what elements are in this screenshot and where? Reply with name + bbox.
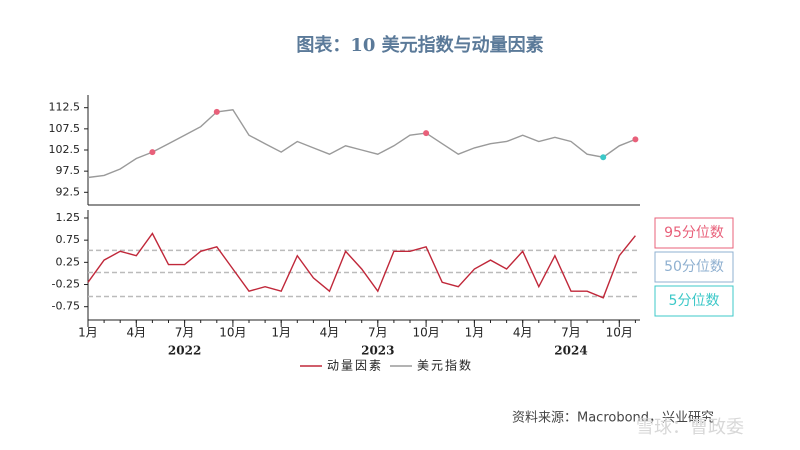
x-tick-label: 4月 bbox=[126, 326, 146, 340]
y-tick-label: 112.5 bbox=[49, 101, 81, 114]
series-line bbox=[87, 109, 636, 179]
x-tick-label: 4月 bbox=[320, 326, 340, 340]
highlight-point bbox=[423, 130, 430, 137]
x-tick-label: 1月 bbox=[465, 326, 485, 340]
reference-label: 95分位数 bbox=[664, 225, 724, 241]
reference-label-box bbox=[654, 285, 734, 317]
x-tick-label: 7月 bbox=[175, 326, 195, 340]
x-tick-label: 10月 bbox=[606, 326, 633, 340]
reference-label-box bbox=[654, 251, 734, 283]
legend-label: 美元指数 bbox=[417, 358, 473, 373]
x-tick-label: 7月 bbox=[561, 326, 581, 340]
highlight-point bbox=[213, 108, 220, 115]
y-tick-label: 102.5 bbox=[49, 143, 81, 156]
highlight-point bbox=[632, 136, 639, 143]
y-tick-label: 0.25 bbox=[56, 255, 81, 268]
y-tick-label: -0.25 bbox=[52, 278, 80, 291]
highlight-point bbox=[149, 149, 156, 156]
x-tick-label: 4月 bbox=[513, 326, 533, 340]
x-tick-label: 10月 bbox=[219, 326, 246, 340]
y-tick-label: 97.5 bbox=[56, 164, 81, 177]
chart-title: 图表：10 美元指数与动量因素 bbox=[296, 34, 543, 56]
watermark: 雪球：曹政委 bbox=[636, 417, 744, 438]
y-tick-label: 92.5 bbox=[56, 185, 81, 198]
series-line bbox=[87, 232, 636, 299]
year-label: 2024 bbox=[554, 344, 587, 358]
reference-label: 5分位数 bbox=[669, 293, 720, 309]
x-tick-label: 1月 bbox=[271, 326, 291, 340]
reference-label: 50分位数 bbox=[664, 259, 724, 275]
reference-label-box bbox=[654, 217, 734, 249]
y-tick-label: 107.5 bbox=[49, 122, 81, 135]
year-label: 2023 bbox=[361, 344, 394, 358]
highlight-point bbox=[600, 154, 607, 161]
source: 资料来源：Macrobond，兴业研究 bbox=[512, 411, 714, 426]
year-label: 2022 bbox=[168, 344, 201, 358]
y-tick-label: -0.75 bbox=[52, 300, 80, 313]
y-tick-label: 0.75 bbox=[56, 233, 81, 246]
x-tick-label: 1月 bbox=[78, 326, 98, 340]
y-tick-label: 1.25 bbox=[56, 211, 81, 224]
x-tick-label: 10月 bbox=[412, 326, 439, 340]
legend-label: 动量因素 bbox=[327, 359, 383, 373]
x-tick-label: 7月 bbox=[368, 326, 388, 340]
